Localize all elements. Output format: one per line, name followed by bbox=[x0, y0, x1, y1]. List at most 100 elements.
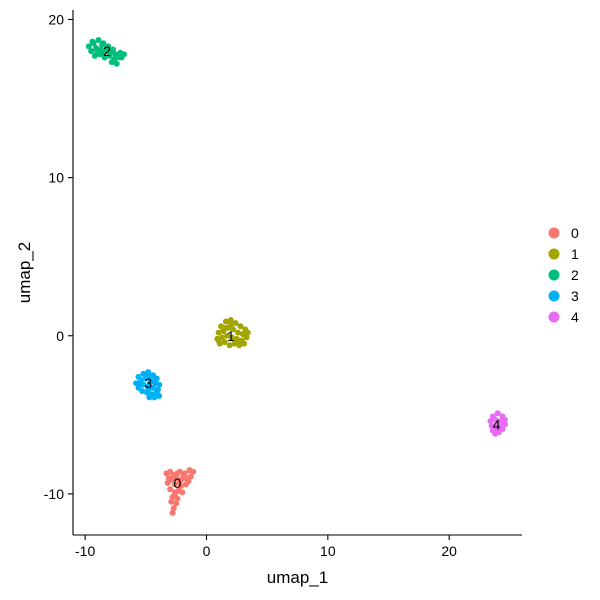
data-point-cluster-4 bbox=[487, 418, 494, 425]
cluster-label-4: 4 bbox=[493, 416, 501, 432]
data-point-cluster-0 bbox=[167, 486, 174, 493]
legend-label-0: 0 bbox=[571, 225, 579, 241]
data-point-cluster-0 bbox=[170, 505, 177, 512]
y-ticks: -10 0 10 20 bbox=[44, 11, 73, 502]
y-tick-label: 20 bbox=[48, 11, 64, 27]
data-point-cluster-0 bbox=[164, 479, 171, 486]
x-tick-label: 10 bbox=[320, 543, 336, 559]
data-point-cluster-1 bbox=[227, 321, 234, 328]
y-tick-label: 10 bbox=[48, 170, 64, 186]
legend-label-1: 1 bbox=[571, 246, 579, 262]
data-point-cluster-1 bbox=[235, 329, 242, 336]
data-point-cluster-4 bbox=[492, 416, 499, 423]
data-point-cluster-1 bbox=[237, 323, 244, 330]
y-tick-label: 0 bbox=[56, 328, 64, 344]
data-point-cluster-3 bbox=[156, 381, 163, 388]
data-point-cluster-2 bbox=[95, 37, 102, 44]
data-point-cluster-1 bbox=[226, 342, 233, 349]
data-point-cluster-1 bbox=[221, 339, 228, 346]
data-point-cluster-2 bbox=[111, 57, 118, 64]
data-point-cluster-0 bbox=[168, 498, 175, 505]
data-point-cluster-1 bbox=[215, 337, 222, 344]
legend-key-4 bbox=[548, 311, 560, 323]
cluster-label-2: 2 bbox=[103, 43, 111, 59]
x-tick-label: 20 bbox=[441, 543, 457, 559]
legend-key-1 bbox=[548, 248, 560, 260]
data-point-cluster-1 bbox=[218, 323, 225, 330]
data-point-cluster-3 bbox=[146, 394, 153, 401]
legend-key-2 bbox=[548, 269, 560, 281]
legend-key-3 bbox=[548, 290, 560, 302]
data-point-cluster-0 bbox=[173, 500, 180, 507]
data-point-cluster-3 bbox=[147, 373, 154, 380]
y-tick-label: -10 bbox=[44, 486, 64, 502]
data-point-cluster-2 bbox=[99, 41, 106, 48]
data-point-cluster-2 bbox=[85, 43, 92, 50]
data-point-cluster-3 bbox=[150, 384, 157, 391]
data-point-cluster-0 bbox=[187, 473, 194, 480]
data-point-cluster-1 bbox=[235, 339, 242, 346]
data-point-cluster-0 bbox=[185, 478, 192, 485]
y-axis-title: umap_2 bbox=[15, 242, 34, 303]
cluster-label-1: 1 bbox=[227, 328, 235, 344]
legend-label-3: 3 bbox=[571, 288, 579, 304]
data-point-cluster-1 bbox=[228, 334, 235, 341]
data-point-cluster-0 bbox=[171, 492, 178, 499]
data-point-cluster-1 bbox=[222, 318, 229, 325]
x-ticks: -10 0 10 20 bbox=[75, 535, 457, 559]
data-point-cluster-3 bbox=[145, 386, 152, 393]
data-point-cluster-3 bbox=[151, 394, 158, 401]
cluster-label-0: 0 bbox=[173, 475, 181, 491]
cluster-labels-layer: 0 1 2 3 4 bbox=[103, 43, 501, 491]
points-layer bbox=[85, 37, 509, 516]
data-point-cluster-2 bbox=[88, 48, 95, 55]
data-point-cluster-0 bbox=[171, 481, 178, 488]
data-point-cluster-4 bbox=[493, 421, 500, 428]
x-tick-label: -10 bbox=[75, 543, 95, 559]
data-point-cluster-2 bbox=[106, 52, 113, 59]
data-point-cluster-1 bbox=[244, 329, 251, 336]
data-point-cluster-0 bbox=[190, 468, 197, 475]
data-point-cluster-1 bbox=[227, 316, 234, 323]
data-point-cluster-4 bbox=[495, 429, 502, 436]
legend-label-4: 4 bbox=[571, 309, 579, 325]
data-point-cluster-1 bbox=[215, 329, 222, 336]
data-point-cluster-2 bbox=[89, 38, 96, 45]
x-axis-title: umap_1 bbox=[267, 568, 328, 587]
data-point-cluster-4 bbox=[494, 410, 501, 417]
axes-layer bbox=[72, 10, 522, 536]
data-point-cluster-3 bbox=[142, 372, 149, 379]
data-point-cluster-3 bbox=[156, 392, 163, 399]
data-point-cluster-2 bbox=[100, 49, 107, 56]
data-point-cluster-4 bbox=[500, 419, 507, 426]
data-point-cluster-3 bbox=[150, 378, 157, 385]
data-point-cluster-0 bbox=[176, 478, 183, 485]
data-point-cluster-0 bbox=[179, 489, 186, 496]
data-point-cluster-0 bbox=[178, 482, 185, 489]
data-point-cluster-2 bbox=[101, 54, 108, 61]
data-point-cluster-1 bbox=[232, 320, 239, 327]
data-point-cluster-2 bbox=[118, 54, 125, 61]
x-tick-label: 0 bbox=[203, 543, 211, 559]
data-point-cluster-0 bbox=[174, 470, 181, 477]
legend-key-0 bbox=[548, 227, 560, 239]
data-point-cluster-3 bbox=[136, 381, 143, 388]
data-point-cluster-1 bbox=[224, 332, 231, 339]
data-point-cluster-2 bbox=[91, 52, 98, 59]
data-point-cluster-0 bbox=[180, 473, 187, 480]
legend-label-2: 2 bbox=[571, 267, 579, 283]
data-point-cluster-4 bbox=[491, 426, 498, 433]
data-point-cluster-0 bbox=[169, 509, 176, 516]
data-point-cluster-3 bbox=[139, 388, 146, 395]
data-point-cluster-1 bbox=[243, 334, 250, 341]
data-point-cluster-0 bbox=[165, 475, 172, 482]
data-point-cluster-3 bbox=[137, 377, 144, 384]
data-point-cluster-2 bbox=[103, 44, 110, 51]
data-point-cluster-1 bbox=[222, 324, 229, 331]
cluster-label-3: 3 bbox=[144, 375, 152, 391]
legend: 0 1 2 3 4 bbox=[548, 225, 579, 325]
data-point-cluster-1 bbox=[230, 326, 237, 333]
data-point-cluster-1 bbox=[241, 340, 248, 347]
data-point-cluster-2 bbox=[94, 48, 101, 55]
